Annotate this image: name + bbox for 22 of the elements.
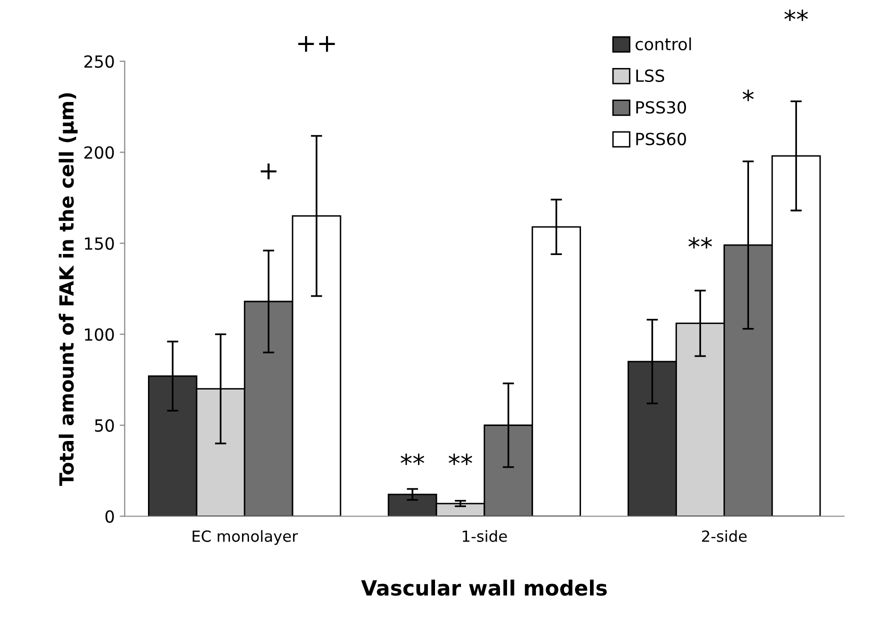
annotation: + xyxy=(260,164,276,180)
x-tick-label: EC monolayer xyxy=(192,530,298,545)
x-tick-label: 1-side xyxy=(462,530,507,542)
y-tick-label: 150 xyxy=(84,237,114,250)
annotation: ** xyxy=(448,454,472,466)
legend-label: PSS60 xyxy=(636,132,686,146)
text: ++ xyxy=(298,36,335,52)
annotation: ** xyxy=(688,237,712,248)
y-tick-label: 0 xyxy=(105,510,114,523)
annotation: ** xyxy=(400,454,424,466)
legend-label: control xyxy=(636,38,691,50)
annotation: * xyxy=(742,90,754,102)
y-tick-label: 50 xyxy=(95,419,114,432)
text: ** xyxy=(784,10,808,21)
y-tick-label: 100 xyxy=(84,328,114,341)
y-tick-label: 250 xyxy=(84,55,114,68)
y-axis-title: Total amount of FAK in the cell (μm) xyxy=(58,93,78,486)
legend-label: PSS30 xyxy=(636,101,686,114)
x-axis-title: Vascular wall models xyxy=(361,580,607,596)
y-tick-label: 200 xyxy=(84,146,114,159)
legend-label: LSS xyxy=(636,69,664,82)
x-tick-label: 2-side xyxy=(702,530,747,542)
